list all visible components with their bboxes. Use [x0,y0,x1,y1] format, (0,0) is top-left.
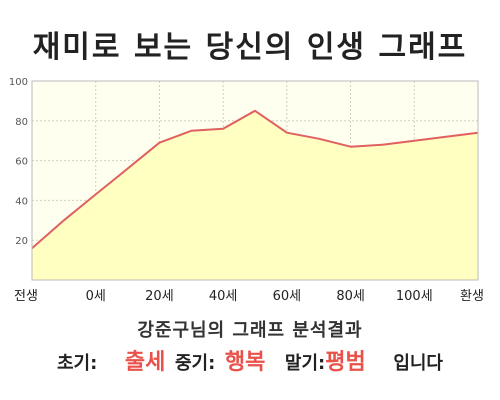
analysis-summary: 초기: 출세 중기: 행복 말기:평범 입니다 [0,346,500,381]
x-tick-label: 40세 [209,289,238,304]
y-tick-label: 40 [15,196,28,207]
y-tick-label: 60 [15,157,28,168]
life-graph-chart: 20 40 60 80 100 전생 0세 20세 40세 60세 80세 100세 환생 [9,77,484,304]
late-period-value: 평범 [325,350,366,375]
summary-ending: 입니다 [393,353,443,374]
x-tick-label: 80세 [336,289,365,304]
x-tick-label: 60세 [273,289,302,304]
x-tick-label: 전생 [14,289,38,304]
y-tick-label: 100 [9,77,28,88]
x-tick-label: 0세 [86,289,106,304]
y-tick-label: 20 [15,236,28,247]
x-tick-label: 환생 [460,289,484,304]
plot-frame [31,80,479,281]
series-area [32,110,478,280]
page-title: 재미로 보는 당신의 인생 그래프 [32,30,468,65]
y-tick-label: 80 [15,117,28,128]
early-period-label: 초기: [56,353,98,374]
x-tick-label: 100세 [396,289,433,304]
mid-period-label: 중기: [174,353,216,374]
early-period-value: 출세 [124,350,166,375]
mid-period-value: 행복 [224,350,266,375]
analysis-subtitle: 강준구님의 그래프 분석결과 [137,320,363,341]
late-period-label: 말기: [284,353,326,374]
x-tick-label: 20세 [145,289,174,304]
